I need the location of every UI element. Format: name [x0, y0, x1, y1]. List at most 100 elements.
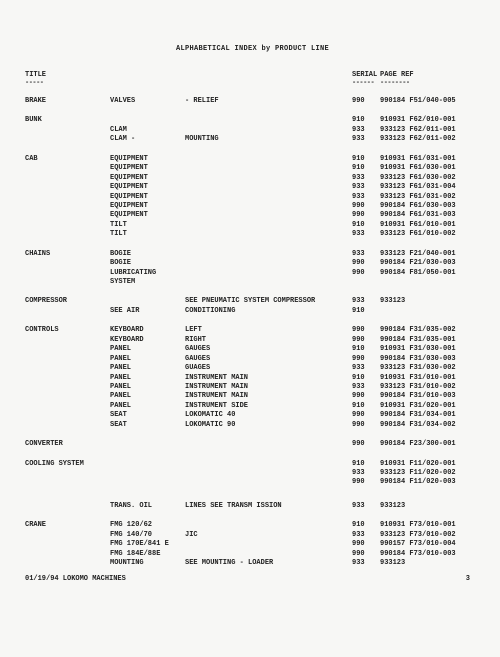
cell-ref: 910931 F61/030-001 [380, 164, 480, 173]
cell-title [25, 540, 110, 549]
cell-ref: 990184 F31/035-002 [380, 326, 480, 335]
footer-page-number: 3 [466, 575, 480, 583]
table-row: EQUIPMENT 910910931 F61/030-001 [25, 164, 480, 173]
cell-sub: EQUIPMENT [110, 164, 185, 173]
cell-title [25, 126, 110, 135]
table-row: CONTROLSKEYBOARDLEFT990990184 F31/035-00… [25, 326, 480, 335]
cell-serial: 933 [352, 135, 380, 144]
cell-desc: GAUGES [185, 345, 352, 354]
cell-serial: 910 [352, 155, 380, 164]
cell-serial: 990 [352, 478, 380, 487]
cell-ref: 933123 F61/031-002 [380, 193, 480, 202]
table-row: PANELINSTRUMENT MAIN990990184 F31/010-00… [25, 392, 480, 401]
cell-ref: 990184 F23/300-001 [380, 440, 480, 449]
cell-title [25, 202, 110, 211]
table-row: SEATLOKOMATIC 40990990184 F31/034-001 [25, 411, 480, 420]
cell-sub: EQUIPMENT [110, 202, 185, 211]
cell-sub: PANEL [110, 355, 185, 364]
cell-ref: 990184 F31/034-002 [380, 421, 480, 430]
cell-serial: 933 [352, 193, 380, 202]
cell-title: CONVERTER [25, 440, 110, 449]
cell-serial: 910 [352, 345, 380, 354]
cell-ref: 990184 F31/035-001 [380, 336, 480, 345]
table-row: CRANEFMG 120/62910910931 F73/010-001 [25, 521, 480, 530]
cell-ref: 990184 F61/030-003 [380, 202, 480, 211]
cell-desc: GUAGES [185, 364, 352, 373]
cell-serial: 933 [352, 364, 380, 373]
cell-ref: 990184 F81/050-001 [380, 269, 480, 288]
cell-title [25, 392, 110, 401]
cell-title: CRANE [25, 521, 110, 530]
cell-ref: 933123 F62/011-001 [380, 126, 480, 135]
table-row: MOUNTINGSEE MOUNTING - LOADER933933123 [25, 559, 480, 568]
cell-desc: RIGHT [185, 336, 352, 345]
cell-desc [185, 230, 352, 239]
cell-title [25, 559, 110, 568]
table-row: FMG 140/70JIC933933123 F73/010-002 [25, 531, 480, 540]
cell-title [25, 269, 110, 288]
cell-ref: 910931 F31/020-001 [380, 402, 480, 411]
cell-title [25, 355, 110, 364]
cell-desc: CONDITIONING [185, 307, 352, 316]
table-row: PANELGAUGES910910931 F31/030-001 [25, 345, 480, 354]
cell-ref: 990157 F73/010-004 [380, 540, 480, 549]
cell-serial: 933 [352, 531, 380, 540]
cell-desc [185, 440, 352, 449]
cell-ref: 933123 [380, 559, 480, 568]
cell-ref: 910931 F31/030-001 [380, 345, 480, 354]
cell-serial: 990 [352, 326, 380, 335]
cell-title [25, 174, 110, 183]
table-row: CLAM933933123 F62/011-001 [25, 126, 480, 135]
cell-sub: FMG 184E/88E [110, 550, 185, 559]
cell-ref [380, 307, 480, 316]
cell-ref: 910931 F61/010-001 [380, 221, 480, 230]
table-row: PANELINSTRUMENT MAIN933933123 F31/010-00… [25, 383, 480, 392]
table-row: PANELINSTRUMENT MAIN910910931 F31/010-00… [25, 374, 480, 383]
cell-desc [185, 460, 352, 469]
cell-serial: 990 [352, 411, 380, 420]
table-row: SEE AIRCONDITIONING910 [25, 307, 480, 316]
cell-serial: 933 [352, 230, 380, 239]
cell-ref: 933123 F61/030-002 [380, 174, 480, 183]
cell-ref: 910931 F11/020-001 [380, 460, 480, 469]
cell-serial: 990 [352, 421, 380, 430]
table-row: CONVERTER990990184 F23/300-001 [25, 440, 480, 449]
cell-sub: FMG 170E/841 E [110, 540, 185, 549]
cell-title [25, 259, 110, 268]
cell-desc [185, 164, 352, 173]
cell-sub: BOGIE [110, 259, 185, 268]
cell-title [25, 421, 110, 430]
cell-title [25, 183, 110, 192]
cell-desc: INSTRUMENT MAIN [185, 383, 352, 392]
cell-ref: 933123 F11/020-002 [380, 469, 480, 478]
cell-title [25, 307, 110, 316]
cell-desc [185, 126, 352, 135]
cell-sub: TRANS. OIL [110, 502, 185, 511]
cell-serial: 990 [352, 336, 380, 345]
cell-sub: FMG 140/70 [110, 531, 185, 540]
table-row: BUNK910910931 F62/010-001 [25, 116, 480, 125]
cell-sub: KEYBOARD [110, 326, 185, 335]
table-row: CHAINSBOGIE933933123 F21/040-001 [25, 250, 480, 259]
page-footer: 01/19/94 LOKOMO MACHINES 3 [25, 575, 480, 583]
table-row: PANELGAUGES990990184 F31/030-003 [25, 355, 480, 364]
cell-desc [185, 221, 352, 230]
cell-serial: 910 [352, 164, 380, 173]
cell-title [25, 345, 110, 354]
cell-ref: 933123 F31/010-002 [380, 383, 480, 392]
table-row: COOLING SYSTEM910910931 F11/020-001 [25, 460, 480, 469]
cell-sub: CLAM [110, 126, 185, 135]
cell-desc [185, 478, 352, 487]
cell-sub: EQUIPMENT [110, 155, 185, 164]
cell-serial: 910 [352, 374, 380, 383]
cell-title [25, 550, 110, 559]
cell-desc [185, 269, 352, 288]
cell-serial: 990 [352, 355, 380, 364]
cell-title [25, 135, 110, 144]
cell-sub: VALVES [110, 97, 185, 106]
cell-serial: 933 [352, 383, 380, 392]
cell-sub: SEAT [110, 411, 185, 420]
cell-desc [185, 116, 352, 125]
col-title-header: TITLE [25, 71, 110, 79]
cell-serial: 933 [352, 297, 380, 306]
